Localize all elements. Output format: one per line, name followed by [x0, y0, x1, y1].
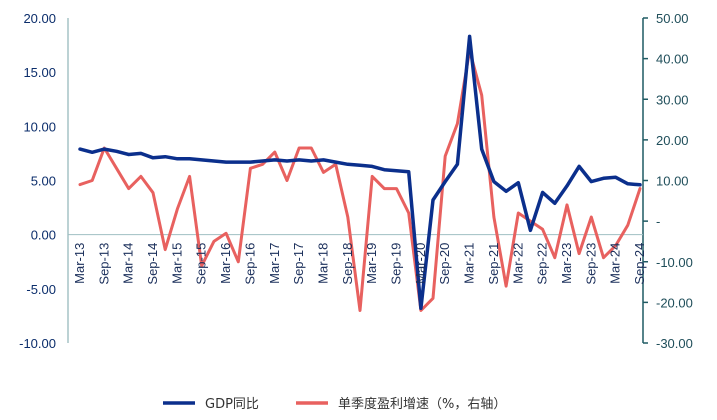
x-tick-label: Sep-20 [437, 243, 452, 285]
gdp-series-line [78, 34, 642, 311]
x-tick-label: Mar-21 [462, 243, 477, 284]
x-tick-label: Mar-22 [510, 243, 525, 284]
left-y-tick-label: 0.00 [31, 228, 56, 243]
x-tick-label: Sep-14 [145, 243, 160, 285]
left-y-tick-label: -10.00 [19, 336, 56, 351]
legend-label-gdp: GDP同比 [205, 397, 259, 412]
x-tick-label: Sep-19 [389, 243, 404, 285]
right-y-tick-label: - [656, 214, 660, 229]
profit-growth-series-line [78, 49, 642, 312]
x-axis-tick-labels: Mar-13 Sep-13 Mar-14 Sep-14 Mar-15 Sep-15 Mar-… [72, 243, 647, 285]
x-tick-label: Mar-15 [169, 243, 184, 284]
x-tick-label: Mar-20 [413, 243, 428, 284]
chart-axes [67, 18, 644, 343]
right-y-tick-label: -20.00 [656, 295, 693, 310]
legend: GDP同比 单季度盈利增速（%，右轴） [163, 396, 506, 412]
left-y-tick-label: 20.00 [23, 11, 56, 26]
series-lines [78, 34, 642, 312]
x-tick-label: Mar-14 [121, 243, 136, 284]
x-tick-label: Mar-24 [608, 243, 623, 284]
right-y-tick-label: 50.00 [656, 11, 689, 26]
left-y-tick-label: 10.00 [23, 119, 56, 134]
x-tick-label: Sep-17 [291, 243, 306, 285]
legend-label-profit: 单季度盈利增速（%，右轴） [338, 396, 506, 412]
right-y-tick-label: 30.00 [656, 92, 689, 107]
x-tick-label: Mar-19 [364, 243, 379, 284]
right-axis-tick-labels: 50.00 40.00 30.00 20.00 10.00 - -10.00 -20.00 -3… [643, 11, 693, 351]
left-axis-tick-labels: 20.00 15.00 10.00 5.00 0.00 -5.00 -10.00 [19, 11, 56, 351]
x-tick-label: Sep-24 [632, 243, 647, 285]
x-tick-label: Mar-18 [315, 243, 330, 284]
right-y-tick-label: -30.00 [656, 336, 693, 351]
right-y-tick-label: 10.00 [656, 174, 689, 189]
right-y-tick-label: 20.00 [656, 133, 689, 148]
x-tick-label: Sep-22 [535, 243, 550, 285]
x-tick-label: Mar-16 [218, 243, 233, 284]
x-tick-label: Mar-23 [559, 243, 574, 284]
right-y-tick-label: -10.00 [656, 255, 693, 270]
left-y-tick-label: -5.00 [26, 282, 56, 297]
left-y-tick-label: 5.00 [31, 174, 56, 189]
x-tick-label: Mar-13 [72, 243, 87, 284]
x-tick-label: Sep-18 [340, 243, 355, 285]
x-tick-label: Mar-17 [267, 243, 282, 284]
right-y-tick-label: 40.00 [656, 52, 689, 67]
x-tick-label: Sep-15 [194, 243, 209, 285]
x-tick-label: Sep-16 [242, 243, 257, 285]
x-tick-label: Sep-21 [486, 243, 501, 285]
x-tick-label: Sep-13 [96, 243, 111, 285]
x-tick-label: Sep-23 [583, 243, 598, 285]
left-y-tick-label: 15.00 [23, 65, 56, 80]
